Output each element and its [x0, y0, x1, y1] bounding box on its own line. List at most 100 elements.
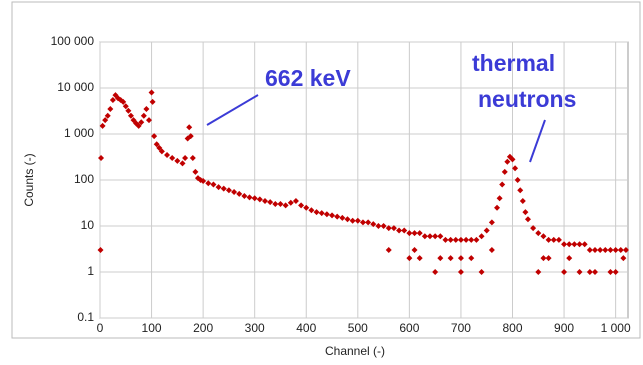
data-point [153, 141, 160, 148]
data-point [496, 195, 503, 202]
data-point [298, 202, 305, 209]
data-point [282, 202, 289, 209]
data-point [473, 236, 480, 243]
annotation: thermal [472, 50, 555, 76]
data-point [262, 197, 268, 204]
data-point [514, 177, 521, 183]
data-point [501, 168, 508, 175]
data-point [251, 195, 258, 202]
data-point [140, 112, 147, 119]
data-point [452, 236, 459, 243]
data-point [437, 233, 444, 240]
data-point [555, 236, 562, 243]
data-point [457, 236, 464, 243]
data-point [401, 227, 408, 234]
data-point [612, 269, 619, 275]
data-point [545, 255, 552, 262]
data-point [109, 96, 116, 103]
data-point [427, 233, 433, 240]
data-point [267, 199, 274, 206]
data-point [210, 181, 217, 188]
y-tick-label: 1 [87, 264, 94, 278]
data-point [517, 187, 524, 194]
x-tick-label: 700 [451, 321, 471, 335]
annotation: 662 keV [265, 65, 351, 91]
data-point [416, 230, 423, 237]
data-point [530, 225, 537, 232]
data-point [612, 247, 619, 254]
data-point [545, 236, 552, 243]
data-point [607, 269, 614, 275]
data-point [143, 105, 150, 112]
data-point [102, 117, 109, 124]
y-tick-label: 1 000 [64, 126, 94, 140]
data-point [122, 103, 129, 110]
data-point [349, 217, 356, 224]
data-point [120, 98, 127, 105]
data-point [308, 207, 315, 214]
data-point [145, 117, 152, 124]
data-point [138, 119, 145, 126]
data-point [182, 155, 189, 162]
data-point [354, 217, 361, 224]
x-tick-label: 600 [399, 321, 419, 335]
data-point [411, 230, 418, 237]
data-point [179, 160, 186, 167]
data-point [509, 156, 516, 163]
data-point [620, 255, 627, 262]
y-tick-label: 10 [81, 218, 95, 232]
data-point [370, 221, 377, 228]
data-point [256, 196, 263, 203]
data-point [607, 247, 614, 254]
data-point [303, 204, 310, 211]
data-point [499, 181, 506, 188]
data-point [519, 197, 526, 204]
data-point [478, 233, 485, 240]
data-point [411, 247, 418, 254]
data-point [535, 230, 542, 237]
y-tick-label: 100 000 [51, 34, 95, 48]
x-tick-label: 900 [554, 321, 574, 335]
data-point [205, 180, 212, 187]
data-point [344, 216, 351, 223]
data-point [581, 241, 588, 248]
data-point [576, 241, 583, 248]
data-point [277, 201, 284, 208]
x-tick-label: 1 000 [601, 321, 631, 335]
data-point [189, 155, 196, 162]
annotation-arrow [206, 94, 259, 126]
x-tick-label: 100 [142, 321, 162, 335]
data-point [622, 247, 629, 254]
data-point [442, 236, 449, 243]
data-point [550, 236, 557, 243]
data-point [561, 269, 568, 275]
data-point [571, 241, 578, 248]
data-point [586, 269, 593, 275]
data-point [292, 197, 299, 204]
data-point [186, 124, 193, 131]
data-point [390, 225, 397, 232]
data-point [468, 236, 475, 243]
data-point [592, 247, 598, 254]
x-tick-label: 800 [502, 321, 522, 335]
data-point [504, 158, 511, 165]
data-point [104, 112, 111, 119]
data-point [602, 247, 609, 254]
data-point [617, 247, 624, 254]
data-point [365, 219, 372, 226]
data-point [524, 216, 531, 223]
data-point [192, 168, 199, 175]
x-tick-label: 0 [97, 321, 104, 335]
data-point [522, 209, 529, 216]
data-point [97, 247, 104, 254]
data-point [385, 225, 392, 232]
data-point [540, 255, 547, 262]
data-point [488, 219, 495, 226]
data-point [432, 269, 439, 275]
data-point [566, 255, 573, 262]
data-point [359, 219, 366, 226]
data-point [323, 211, 330, 218]
y-tick-label: 100 [74, 172, 94, 186]
data-point [125, 107, 132, 114]
